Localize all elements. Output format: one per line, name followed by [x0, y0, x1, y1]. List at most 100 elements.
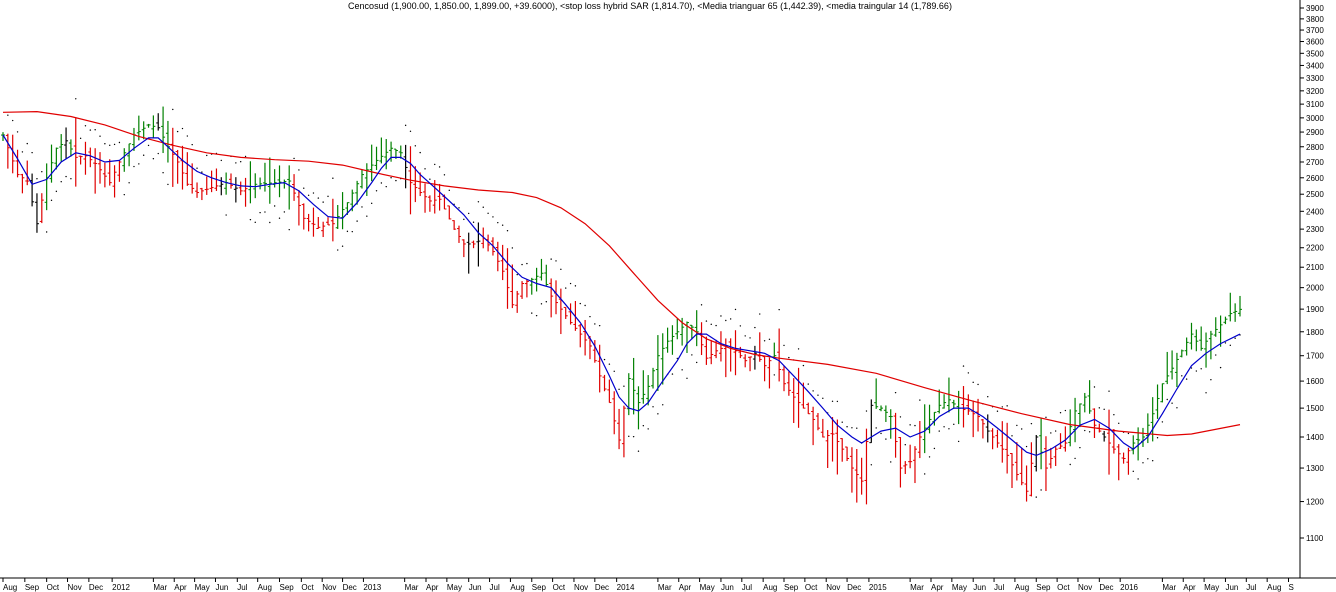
sar-dot: [710, 323, 712, 326]
plot-area: [1, 98, 1242, 505]
ohlc-bar: [311, 207, 316, 237]
x-tick-label: Jul: [1246, 583, 1256, 592]
x-tick-label: May: [700, 583, 715, 592]
ohlc-bar: [1223, 316, 1228, 325]
chart-title: Cencosud (1,900.00, 1,850.00, 1,899.00, …: [348, 1, 952, 11]
ohlc-bar: [107, 159, 112, 186]
sar-dot: [487, 212, 489, 215]
x-tick-label: Jun: [973, 583, 986, 592]
sar-dot: [448, 189, 450, 192]
ohlc-bar: [326, 217, 331, 226]
ohlc-bar: [631, 357, 636, 415]
ohlc-bar: [403, 144, 408, 189]
ohlc-bar: [786, 371, 791, 396]
sar-dot: [181, 127, 184, 130]
sar-dot: [254, 221, 256, 224]
sar-dot: [788, 356, 790, 359]
sar-dot: [1195, 370, 1198, 372]
ohlc-bar: [520, 281, 525, 299]
x-axis: Aug Sep Oct Nov Dec 2012 Mar Apr May Jun Jul Aug Sep…: [0, 577, 1336, 592]
sar-dot: [506, 229, 509, 232]
sar-dot: [1011, 435, 1013, 437]
ohlc-bar: [1034, 434, 1039, 472]
sar-dot: [385, 185, 387, 188]
sar-dot: [904, 443, 906, 446]
ohlc-bar: [432, 180, 437, 214]
sar-dot: [1142, 462, 1144, 464]
ohlc-bar: [1213, 317, 1218, 337]
ohlc-bar: [165, 120, 170, 163]
ohlc-bar: [1145, 413, 1150, 444]
sar-dot: [1113, 413, 1115, 416]
ohlc-bar: [296, 190, 301, 226]
ohlc-bar: [922, 404, 927, 454]
sar-dot: [1181, 375, 1183, 377]
ohlc-bar: [335, 205, 340, 229]
sar-dot: [434, 163, 436, 166]
sar-dot: [628, 435, 630, 438]
ohlc-bar: [757, 332, 762, 362]
ohlc-bar: [219, 177, 224, 196]
sar-dot: [555, 260, 557, 262]
ohlc-bar: [908, 444, 913, 469]
y-tick-label: 2300: [1306, 225, 1324, 234]
x-tick-label: 2015: [869, 583, 887, 592]
ohlc-bar: [471, 240, 476, 249]
sar-dot: [1156, 437, 1159, 439]
x-tick-label: Aug: [510, 583, 524, 592]
ohlc-bar: [937, 389, 942, 414]
sar-dot: [909, 424, 911, 426]
sar-dot: [618, 388, 620, 391]
y-tick-label: 2500: [1306, 190, 1324, 199]
ohlc-bar: [1218, 315, 1223, 347]
ohlc-bar: [1126, 447, 1131, 475]
ohlc-bar: [379, 137, 384, 164]
sar-dot: [1176, 407, 1178, 409]
sar-dot: [890, 461, 892, 463]
sar-dot: [41, 171, 43, 173]
ohlc-bar: [267, 157, 272, 204]
sar-dot: [695, 361, 698, 364]
sar-dot: [239, 160, 242, 163]
sar-dot: [540, 303, 543, 305]
sar-dot: [375, 190, 378, 192]
y-tick-label: 3200: [1306, 87, 1324, 96]
ohlc-bar: [612, 391, 617, 435]
x-tick-label: May: [1204, 583, 1219, 592]
ohlc-bar: [728, 338, 733, 372]
y-tick-label: 1400: [1306, 433, 1324, 442]
sar-dot: [244, 155, 247, 158]
sar-dot: [865, 410, 868, 412]
sar-dot: [152, 158, 155, 160]
sar-dot: [1215, 354, 1217, 356]
sar-dot: [220, 159, 222, 162]
sar-dot: [322, 201, 324, 203]
sar-dot: [953, 423, 955, 426]
ohlc-bar: [942, 394, 947, 409]
ohlc-bar: [195, 182, 200, 198]
sar-dot: [594, 323, 596, 325]
ohlc-bar: [607, 379, 612, 404]
ohlc-bar: [161, 106, 166, 154]
sar-dot: [176, 130, 179, 133]
ohlc-bar: [544, 264, 549, 286]
ohlc-bar: [78, 155, 83, 165]
sar-dot: [928, 456, 931, 458]
sar-dot: [501, 224, 504, 226]
ohlc-bar: [330, 198, 335, 242]
sar-dot: [526, 262, 528, 265]
ohlc-bar: [73, 117, 78, 187]
ohlc-bar: [529, 277, 534, 295]
ohlc-bar: [849, 447, 854, 493]
ohlc-bar: [1024, 465, 1029, 502]
x-tick-label: Sep: [280, 583, 295, 592]
sar-dot: [778, 308, 780, 311]
sar-dot: [972, 381, 974, 384]
y-tick-label: 1500: [1306, 404, 1324, 413]
ohlc-bar: [54, 147, 59, 170]
x-tick-label: Jun: [469, 583, 482, 592]
sar-dot: [1166, 398, 1168, 401]
ohlc-bar: [1179, 349, 1184, 358]
ohlc-bar: [447, 205, 452, 220]
